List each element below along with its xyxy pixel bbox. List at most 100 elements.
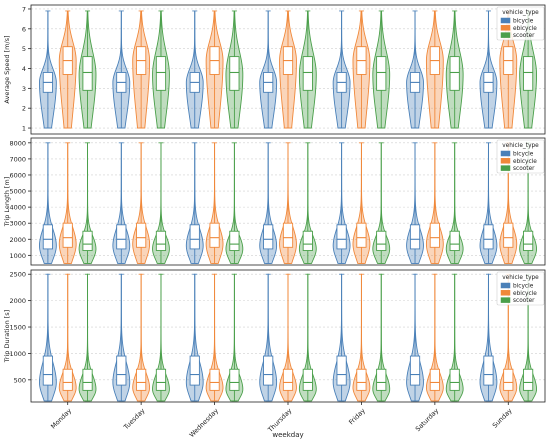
iqr-box-bicycle: [409, 355, 421, 386]
iqr-box-scooter: [302, 56, 313, 91]
legend-label-scooter: scooter: [513, 33, 535, 39]
iqr-box-ebicycle: [356, 222, 367, 248]
legend-box: [496, 271, 545, 306]
iqr-box-scooter: [523, 368, 534, 391]
y-tick-label: 5: [22, 45, 26, 53]
legend-label-ebicycle: ebicycle: [513, 291, 537, 297]
legend-label-scooter: scooter: [513, 298, 535, 304]
iqr-box-ebicycle: [282, 222, 294, 248]
x-tick-label-tuesday: Tuesday: [121, 407, 146, 432]
iqr-box-scooter: [155, 56, 167, 91]
y-tick-label: 3000: [9, 220, 26, 228]
y-tick-label: 4: [22, 65, 26, 73]
y-tick-label: 1000: [9, 252, 26, 260]
iqr-box-ebicycle: [136, 368, 147, 391]
x-tick-label-friday: Friday: [347, 407, 367, 427]
legend-title: vehicle_type: [502, 143, 539, 149]
axes-frame: [30, 4, 546, 135]
legend-swatch-bicycle: [500, 282, 511, 289]
iqr-box-ebicycle: [429, 368, 440, 391]
iqr-box-scooter: [82, 368, 93, 391]
iqr-box-bicycle: [116, 224, 127, 250]
iqr-box-ebicycle: [356, 368, 367, 391]
iqr-box-scooter: [376, 230, 387, 251]
x-tick-label-monday: Monday: [49, 407, 73, 431]
legend-label-bicycle: bicycle: [513, 152, 534, 158]
iqr-box-bicycle: [483, 224, 494, 250]
legend-label-ebicycle: ebicycle: [513, 159, 537, 165]
y-tick-label: 5000: [9, 188, 26, 196]
y-tick-label: 2000: [9, 297, 26, 305]
legend-label-ebicycle: ebicycle: [513, 26, 537, 32]
y-tick-label: 6: [22, 25, 26, 33]
iqr-box-ebicycle: [209, 222, 220, 248]
y-tick-label: 1: [22, 125, 26, 133]
iqr-box-ebicycle: [62, 222, 73, 248]
legend-box: [496, 139, 545, 174]
y-tick-label: 2000: [9, 236, 26, 244]
y-axis-label: Average Speed [m/s]: [3, 35, 11, 103]
panel-2: 1000 2000 3000 4000 5000 6000 7000 8000 Trip Len…: [3, 137, 546, 266]
legend-swatch-bicycle: [500, 17, 511, 24]
iqr-box-bicycle: [189, 355, 200, 386]
y-tick-label: 1000: [9, 350, 26, 358]
y-tick-label: 8000: [9, 139, 26, 147]
iqr-box-bicycle: [116, 355, 127, 386]
iqr-box-scooter: [155, 230, 167, 251]
iqr-box-bicycle: [336, 355, 347, 386]
legend-title: vehicle_type: [502, 275, 539, 281]
iqr-box-scooter: [229, 230, 240, 251]
iqr-box-bicycle: [263, 355, 274, 386]
legend-label-bicycle: bicycle: [513, 284, 534, 290]
iqr-box-ebicycle: [62, 368, 73, 391]
iqr-box-bicycle: [263, 224, 274, 250]
iqr-box-bicycle: [336, 224, 347, 250]
iqr-box-scooter: [302, 230, 313, 251]
iqr-box-bicycle: [409, 224, 421, 250]
y-tick-label: 7: [22, 5, 26, 13]
iqr-box-ebicycle: [136, 222, 147, 248]
y-tick-label: 4000: [9, 204, 26, 212]
iqr-box-scooter: [523, 56, 534, 91]
y-tick-label: 2: [22, 105, 26, 113]
iqr-box-bicycle: [483, 355, 494, 386]
y-tick-label: 6000: [9, 171, 26, 179]
iqr-box-bicycle: [42, 355, 53, 386]
iqr-box-scooter: [82, 56, 93, 91]
legend-swatch-bicycle: [500, 150, 511, 157]
iqr-box-ebicycle: [282, 368, 294, 391]
x-tick-label-saturday: Saturday: [414, 407, 440, 433]
panel-1: 1 2 3 4 5 6 7 Average Speed [m/s] vehicle_typebi…: [3, 4, 546, 135]
legend-title: vehicle_type: [502, 10, 539, 16]
x-tick-label-sunday: Sunday: [491, 407, 514, 430]
iqr-box-ebicycle: [503, 368, 514, 391]
iqr-box-ebicycle: [209, 368, 220, 391]
y-tick-label: 2500: [9, 271, 26, 279]
iqr-box-scooter: [376, 368, 387, 391]
legend-label-bicycle: bicycle: [513, 19, 534, 25]
legend-swatch-scooter: [500, 297, 511, 303]
y-axis-label: Trip Length [m]: [3, 177, 11, 228]
x-tick-label-wednesday: Wednesday: [188, 407, 220, 439]
iqr-box-scooter: [449, 56, 460, 91]
legend-swatch-ebicycle: [500, 158, 511, 164]
y-axis-label: Trip Duration [s]: [3, 310, 11, 363]
iqr-box-ebicycle: [503, 222, 514, 248]
legend-swatch-ebicycle: [500, 25, 511, 31]
iqr-box-scooter: [229, 56, 240, 91]
iqr-box-scooter: [302, 368, 313, 391]
iqr-box-scooter: [376, 56, 387, 91]
iqr-box-scooter: [229, 368, 240, 391]
y-tick-label: 1500: [9, 324, 26, 332]
legend-swatch-scooter: [500, 32, 511, 38]
axes-frame: [30, 137, 546, 266]
iqr-box-scooter: [523, 230, 534, 251]
panel-3: 500 1000 1500 2000 2500 Trip Duration [s] vehi…: [3, 269, 546, 403]
y-tick-label: 500: [14, 376, 26, 384]
iqr-box-bicycle: [42, 224, 53, 250]
legend-label-scooter: scooter: [513, 166, 535, 172]
